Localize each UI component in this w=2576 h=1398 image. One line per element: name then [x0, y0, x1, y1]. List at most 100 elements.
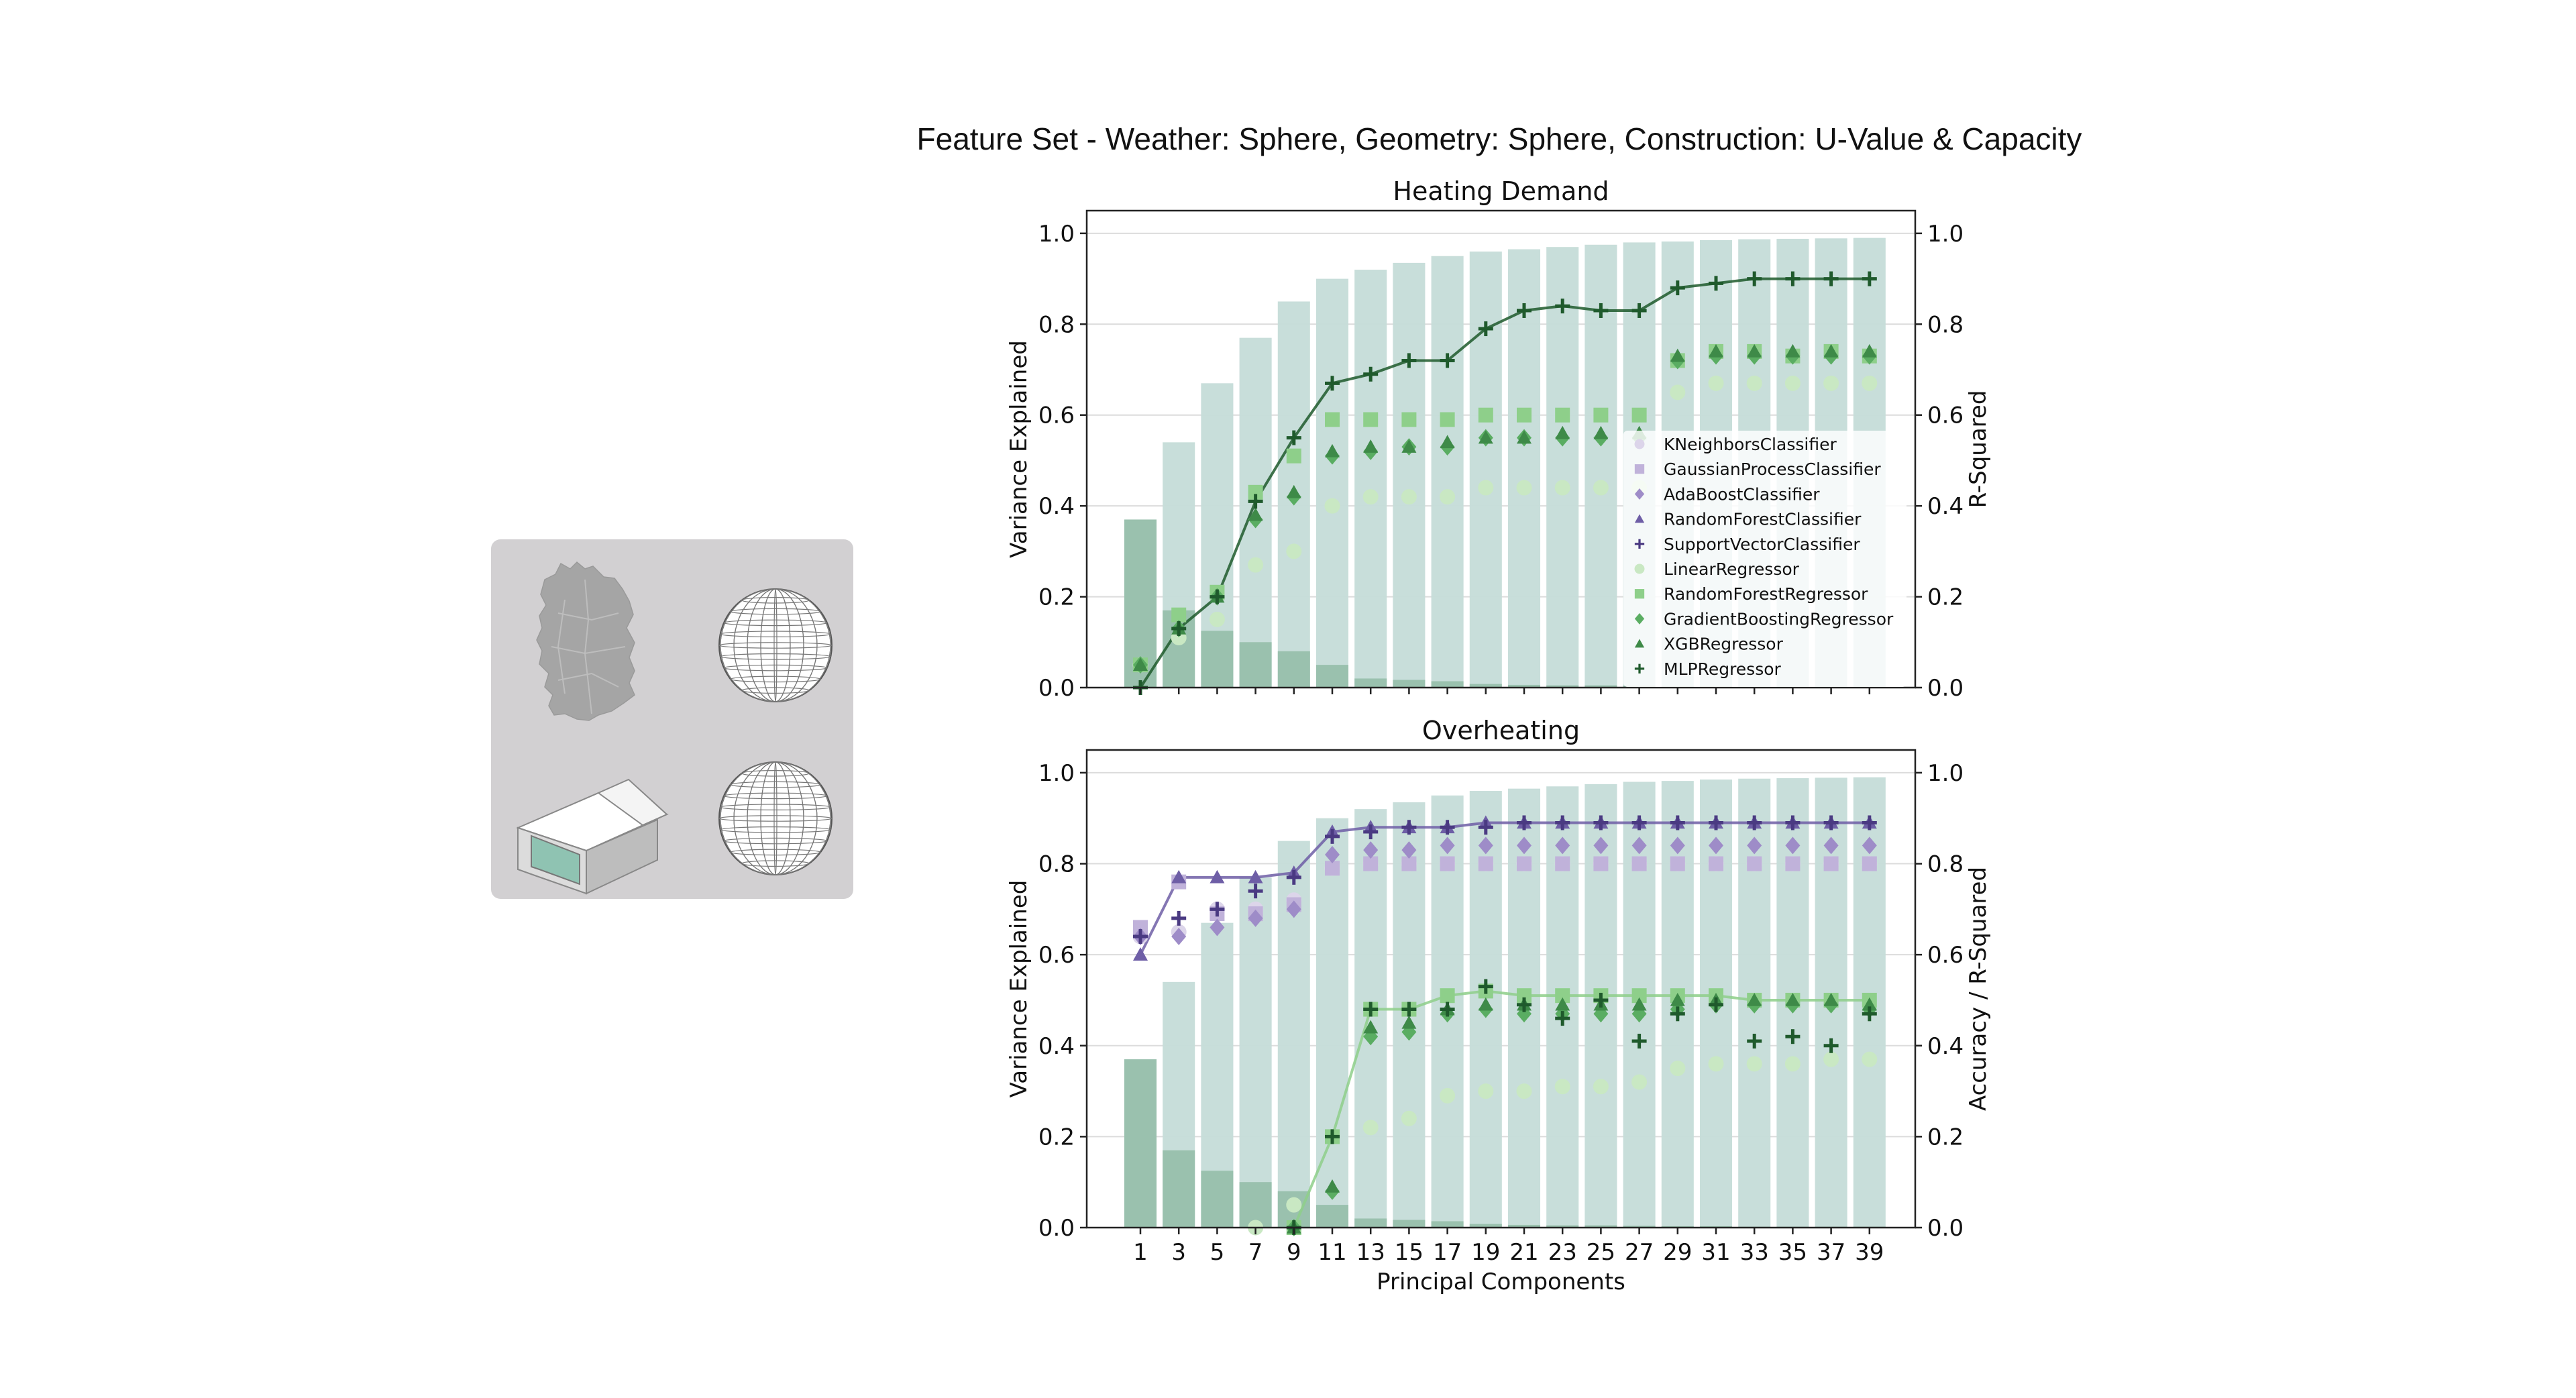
point-AdaBoostClassifier: [1785, 837, 1801, 855]
y-tick-label: 0.8: [1038, 311, 1075, 338]
building-box-icon: [516, 778, 669, 895]
bar-individual: [1277, 651, 1310, 688]
sphere-latitude: [718, 642, 833, 649]
x-tick-label: 23: [1548, 1239, 1577, 1266]
figure-title: Feature Set - Weather: Sphere, Geometry:…: [916, 121, 2082, 156]
point-SupportVectorClassifier: [1478, 820, 1493, 835]
y-tick-label: 0.6: [1038, 942, 1075, 969]
x-tick-label: 31: [1701, 1239, 1730, 1266]
x-tick-label: 21: [1509, 1239, 1538, 1266]
point-LinearRegressor: [1746, 375, 1762, 391]
point-GaussianProcessClassifier: [1401, 856, 1417, 871]
point-AdaBoostClassifier: [1171, 928, 1187, 946]
y2-tick-label: 0.4: [1927, 493, 1964, 520]
series-line-RandomForestRegressor: [1292, 989, 1870, 1228]
legend-marker: [1634, 439, 1645, 449]
sphere-latitude: [720, 653, 831, 660]
y2-tick-label: 0.6: [1927, 942, 1964, 969]
bar-cumulative: [1354, 270, 1387, 688]
y2-tick-label: 0.8: [1927, 851, 1964, 878]
point-LinearRegressor: [1670, 1061, 1686, 1077]
x-tick-label: 3: [1171, 1239, 1186, 1266]
sphere-latitude: [723, 619, 828, 627]
point-MLPRegressor: [1248, 494, 1263, 509]
point-LinearRegressor: [1784, 1056, 1801, 1072]
y-tick-label: 0.6: [1038, 402, 1075, 429]
sphere-icon: [718, 588, 833, 702]
point-AdaBoostClassifier: [1670, 837, 1685, 855]
bar-individual: [1431, 1221, 1464, 1228]
point-LinearRegressor: [1286, 1197, 1302, 1213]
point-SupportVectorClassifier: [1401, 820, 1417, 835]
point-SupportVectorClassifier: [1785, 815, 1801, 830]
point-MLPRegressor: [1401, 353, 1417, 368]
point-SupportVectorClassifier: [1862, 815, 1877, 830]
legend-label: MLPRegressor: [1664, 659, 1782, 679]
bar-individual: [1585, 685, 1617, 688]
bar-individual: [1316, 665, 1349, 688]
point-GaussianProcessClassifier: [1823, 856, 1839, 871]
point-AdaBoostClassifier: [1862, 837, 1877, 855]
bar-individual: [1507, 1224, 1541, 1228]
bar-individual: [1469, 684, 1502, 688]
x-tick-label: 29: [1663, 1239, 1692, 1266]
point-XGBRegressor: [1363, 439, 1379, 453]
legend-marker-SupportVectorClassifier: [1634, 539, 1645, 549]
point-LinearRegressor: [1362, 489, 1379, 505]
legend-marker: [1634, 464, 1645, 474]
point-LinearRegressor: [1478, 480, 1494, 496]
point-LinearRegressor: [1401, 489, 1417, 505]
x-tick-label: 13: [1356, 1239, 1385, 1266]
point-MLPRegressor: [1823, 1038, 1839, 1053]
legend-marker: [1634, 539, 1645, 549]
point-GaussianProcessClassifier: [1631, 856, 1647, 871]
x-axis-label: Principal Components: [1377, 1269, 1625, 1295]
point-MLPRegressor: [1171, 621, 1187, 636]
sphere-latitude: [723, 792, 828, 800]
point-RandomForestClassifier: [1171, 869, 1187, 883]
point-MLPRegressor: [1709, 276, 1723, 291]
legend-marker-XGBRegressor: [1634, 639, 1645, 648]
point-MLPRegressor: [1593, 992, 1609, 1008]
bar-individual: [1354, 1218, 1387, 1228]
y-tick-label: 0.0: [1038, 1215, 1075, 1242]
bar-individual: [1469, 1224, 1502, 1228]
point-SupportVectorClassifier: [1171, 910, 1187, 926]
bar-individual: [1431, 681, 1464, 688]
point-MLPRegressor: [1670, 1006, 1685, 1022]
point-SupportVectorClassifier: [1517, 815, 1532, 830]
point-RandomForestRegressor: [1555, 407, 1570, 423]
point-SupportVectorClassifier: [1440, 820, 1455, 835]
bar-individual: [1163, 1150, 1195, 1228]
sphere-latitude: [741, 860, 810, 867]
point-MLPRegressor: [1363, 366, 1379, 382]
bar-individual: [1316, 1205, 1349, 1228]
legend-marker: [1634, 663, 1645, 674]
point-RandomForestRegressor: [1631, 407, 1647, 423]
point-SupportVectorClassifier: [1709, 815, 1723, 830]
sphere-icon: [718, 761, 833, 875]
y2-tick-label: 1.0: [1927, 760, 1964, 787]
point-LinearRegressor: [1286, 543, 1302, 559]
point-MLPRegressor: [1440, 353, 1455, 368]
point-GaussianProcessClassifier: [1709, 856, 1723, 871]
point-AdaBoostClassifier: [1210, 918, 1225, 936]
point-AdaBoostClassifier: [1555, 837, 1570, 855]
legend-marker-KNeighborsClassifier: [1634, 439, 1645, 449]
point-SupportVectorClassifier: [1363, 824, 1379, 840]
point-MLPRegressor: [1747, 1033, 1762, 1048]
point-SupportVectorClassifier: [1210, 902, 1225, 917]
sphere-longitude: [720, 761, 831, 875]
point-MLPRegressor: [1670, 280, 1685, 296]
legend-label: GaussianProcessClassifier: [1664, 460, 1881, 479]
bar-cumulative: [1585, 244, 1617, 688]
point-LinearRegressor: [1401, 1110, 1417, 1126]
point-GaussianProcessClassifier: [1670, 856, 1685, 871]
bar-individual: [1623, 1226, 1656, 1228]
point-LinearRegressor: [1746, 1056, 1762, 1072]
point-XGBRegressor: [1631, 997, 1647, 1011]
bar-individual: [1393, 680, 1426, 688]
legend-marker: [1634, 612, 1645, 625]
icon-panel-svg: [516, 561, 833, 895]
